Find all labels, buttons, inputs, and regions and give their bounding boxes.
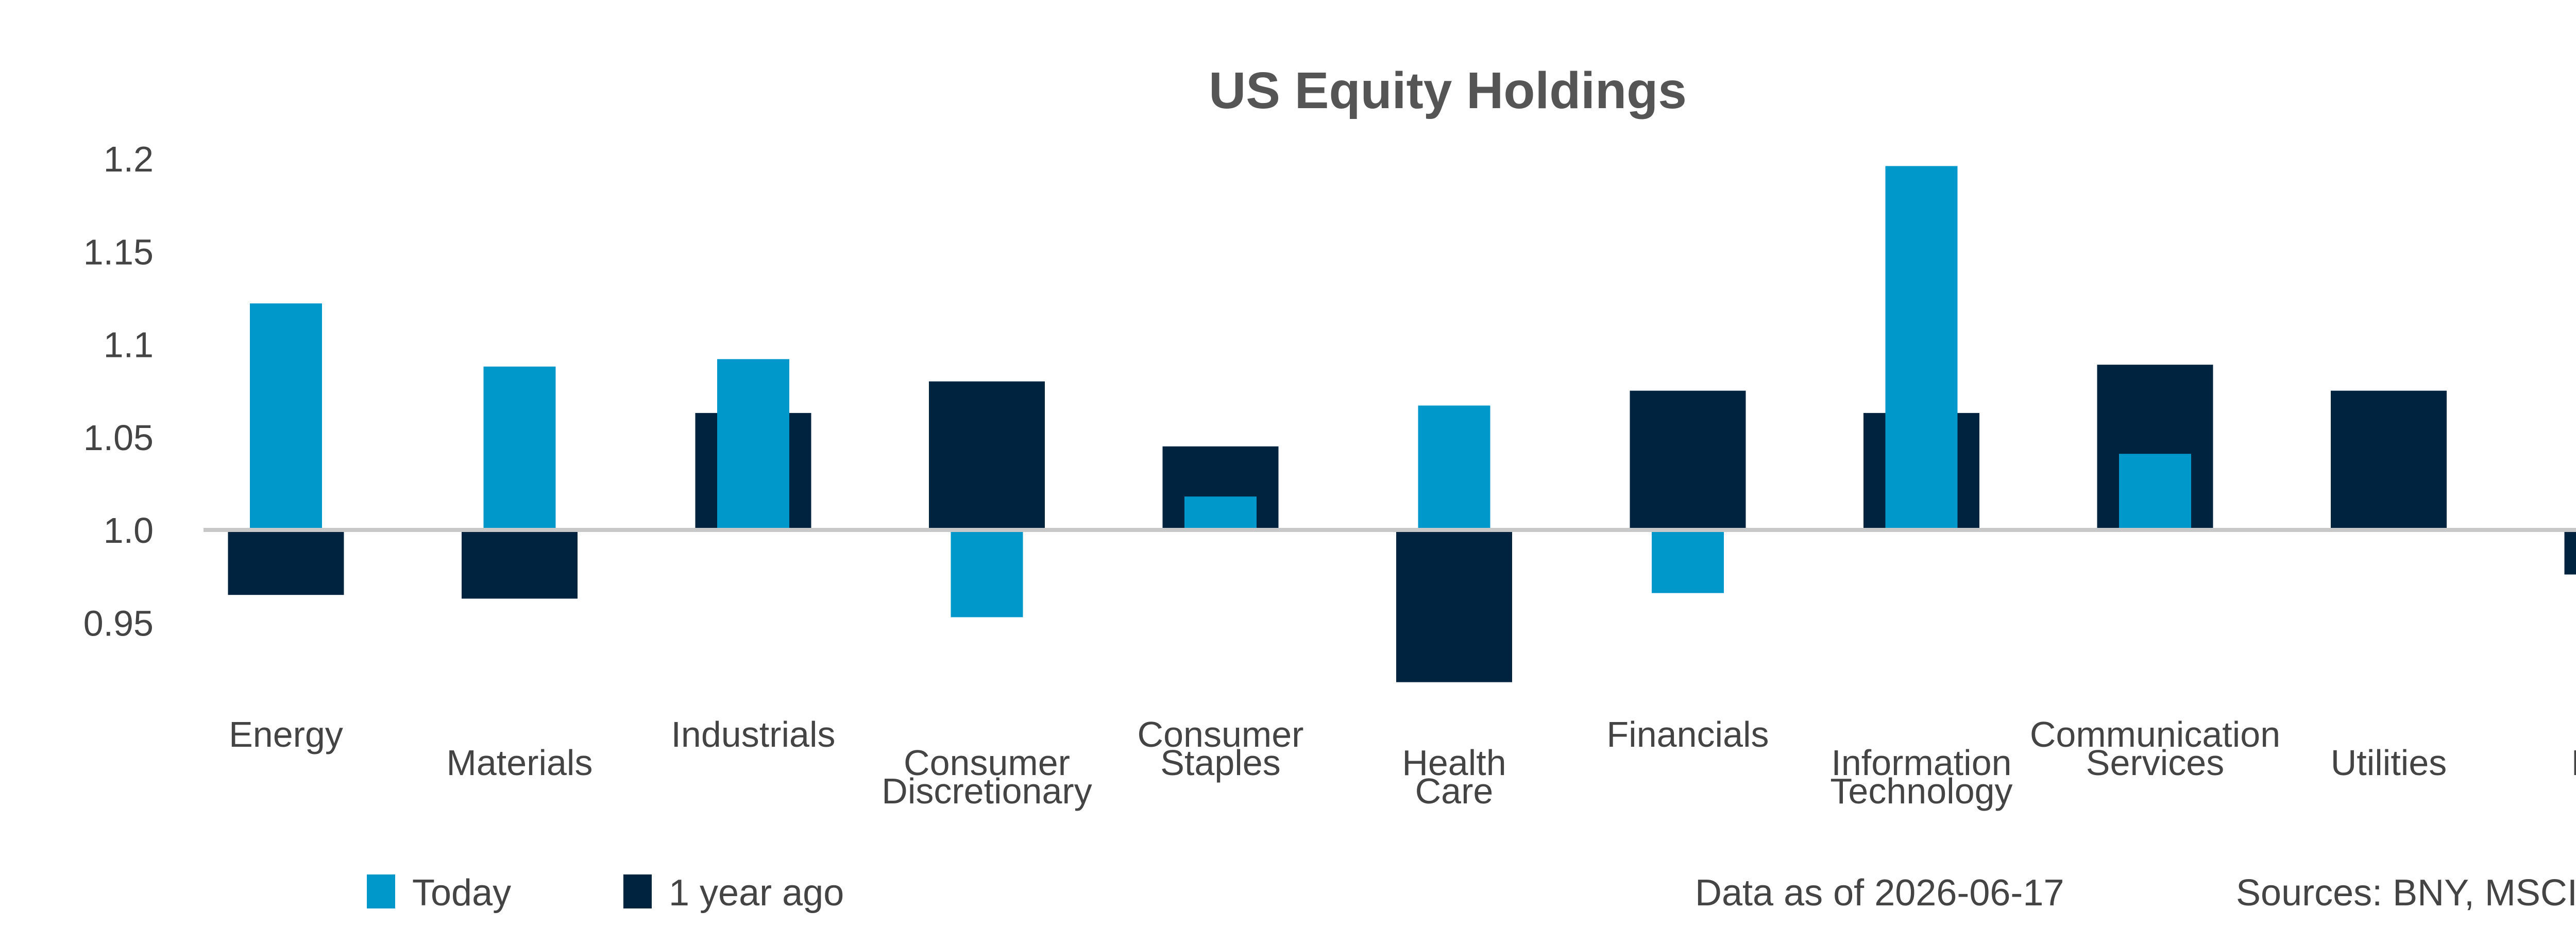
bar-today-6 [1652,530,1724,593]
x-tick-label: Consumer Discretionary [882,743,1092,811]
x-tick-label: Materials [447,743,593,783]
y-axis: 1.2 1.15 1.1 1.05 1.0 0.95 [83,139,154,643]
legend: Today 1 year ago [367,872,844,914]
legend-swatch-today [367,874,395,908]
bar-year-ago-10 [2564,530,2576,575]
x-tick-label-line: Information [1831,743,2011,783]
x-tick-label-line: Technology [1830,771,2012,811]
x-tick-label-line: Discretionary [882,771,1092,811]
x-tick-label: Utilities [2331,743,2447,783]
bar-year-ago-1 [462,530,578,599]
x-tick-label-line: Industrials [671,714,835,754]
x-tick-label: Energy [229,714,343,754]
x-tick-label-line: Services [2086,743,2224,783]
data-date-note: Data as of 2026-06-17 [1695,872,2064,914]
bar-year-ago-9 [2331,390,2447,530]
y-tick-label: 1.1 [104,325,154,365]
x-tick-label-line: Consumer [1138,714,1304,754]
x-tick-label: Financials [1606,714,1769,754]
x-tick-label-line: Staples [1160,743,1280,783]
x-tick-label-line: Estate [2571,743,2576,783]
x-tick-label: Industrials [671,714,835,754]
sources-note: Sources: BNY, MSCI [2236,872,2576,914]
x-tick-label-line: Financials [1606,714,1769,754]
bar-today-5 [1418,405,1490,530]
legend-label-year-ago: 1 year ago [669,872,844,914]
bar-today-3 [951,530,1023,617]
y-tick-label: 0.95 [83,603,154,643]
y-tick-label: 1.15 [83,232,154,272]
y-tick-label: 1.05 [83,418,154,458]
bar-today-4 [1184,496,1257,530]
bar-today-1 [483,366,556,530]
bar-year-ago-0 [228,530,344,595]
x-tick-label-line: Care [1415,771,1494,811]
x-tick-label: RealEstate [2571,714,2576,783]
bar-today-0 [250,303,322,530]
bar-year-ago-6 [1630,390,1746,530]
legend-label-today: Today [412,872,511,914]
bar-year-ago-3 [929,381,1045,530]
bar-today-7 [1885,166,1958,530]
y-tick-label: 1.2 [104,139,154,179]
x-tick-label-line: Utilities [2331,743,2447,783]
y-tick-label: 1.0 [104,510,154,551]
x-tick-label: Health Care [1402,743,1506,811]
bar-today-2 [717,359,789,530]
x-tick-label-line: Health [1402,743,1506,783]
bar-today-8 [2119,454,2191,530]
x-tick-label-line: Consumer [904,743,1070,783]
x-tick-label-line: Energy [229,714,343,754]
chart-title: US Equity Holdings [1209,62,1687,119]
x-tick-label: Consumer Staples [1138,714,1304,783]
x-tick-label-line: Communication [2030,714,2280,754]
x-tick-label: Information Technology [1830,743,2012,811]
bar-year-ago-5 [1396,530,1512,682]
x-tick-label: Communication Services [2030,714,2280,783]
legend-swatch-year-ago [623,874,652,908]
bar-series [228,166,2576,682]
x-tick-label-line: Materials [447,743,593,783]
